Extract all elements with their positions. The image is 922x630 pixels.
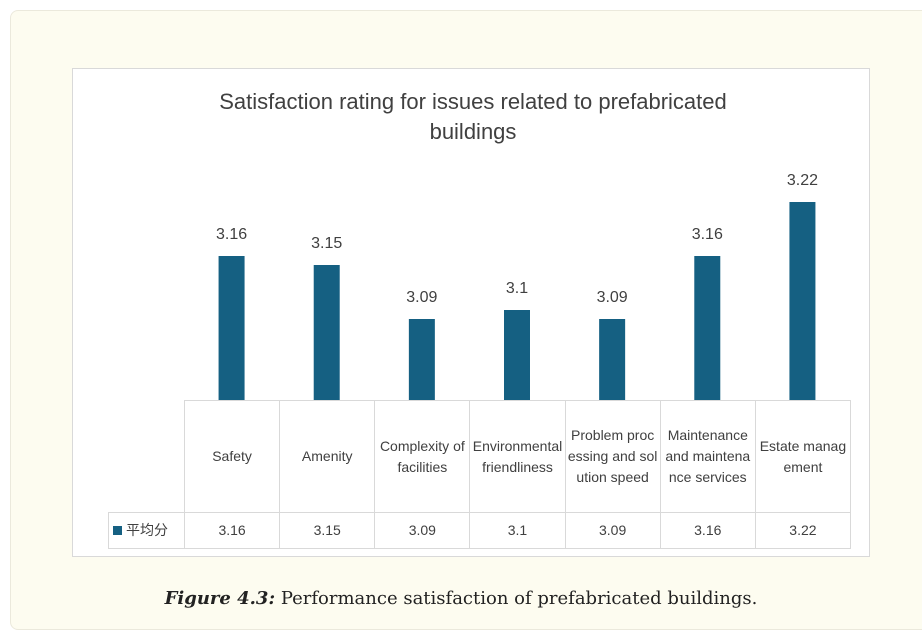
category-cell: Environmental friendliness xyxy=(469,400,566,513)
category-cell: Amenity xyxy=(279,400,376,513)
data-label: 3.09 xyxy=(596,289,628,306)
bar xyxy=(504,310,530,400)
bar xyxy=(218,256,245,400)
caption-label: Figure 4.3: xyxy=(164,588,276,609)
caption: Figure 4.3: Performance satisfaction of … xyxy=(0,588,922,609)
category-cell: Estate management xyxy=(754,400,851,513)
legend-swatch xyxy=(113,526,122,535)
chart: Satisfaction rating for issues related t… xyxy=(72,68,870,557)
value-cell: 3.09 xyxy=(564,512,661,549)
data-label: 3.09 xyxy=(406,289,438,306)
bar xyxy=(789,202,816,400)
bar xyxy=(599,319,626,400)
value-cell: 3.15 xyxy=(279,512,376,549)
bar xyxy=(694,256,721,400)
category-cell: Maintenance and maintenance services xyxy=(659,400,756,513)
bar xyxy=(313,265,340,400)
data-label: 3.1 xyxy=(505,280,529,297)
value-cell: 3.1 xyxy=(469,512,566,549)
legend-label: 平均分 xyxy=(126,522,168,538)
value-cell: 3.16 xyxy=(659,512,756,549)
category-cell: Safety xyxy=(184,400,281,513)
data-label: 3.22 xyxy=(786,172,818,189)
plot xyxy=(218,202,816,400)
caption-text: Performance satisfaction of prefabricate… xyxy=(280,588,758,609)
value-cell: 3.16 xyxy=(184,512,281,549)
data-label: 3.15 xyxy=(311,235,343,252)
category-cell: Complexity of facilities xyxy=(374,400,471,513)
data-label: 3.16 xyxy=(691,226,723,243)
value-cell: 3.22 xyxy=(754,512,851,549)
chart-title: Satisfaction rating for issues related t… xyxy=(219,89,727,144)
legend-cell: 平均分 xyxy=(108,512,185,549)
category-cell: Problem processing and solution speed xyxy=(564,400,661,513)
value-cell: 3.09 xyxy=(374,512,471,549)
bar xyxy=(408,319,435,400)
data-label: 3.16 xyxy=(215,226,248,243)
